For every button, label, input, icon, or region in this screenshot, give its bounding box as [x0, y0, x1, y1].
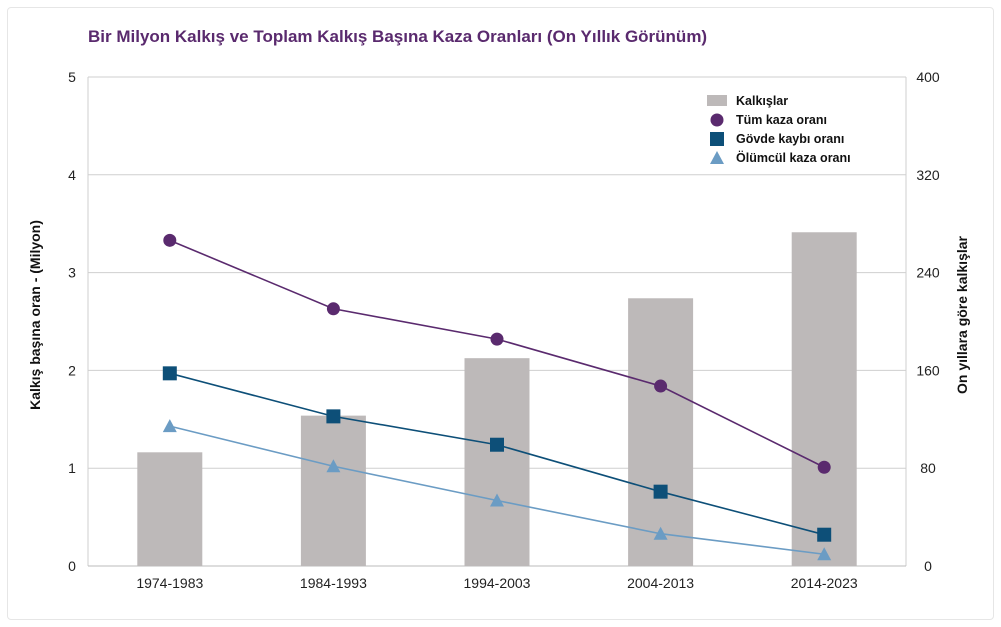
legend-marker-series-1 [710, 113, 724, 127]
series-2-point [326, 409, 341, 424]
bar-kalkislar [137, 452, 203, 566]
x-tick-label: 1984-1993 [300, 575, 367, 591]
y-right-tick-label: 160 [916, 362, 940, 378]
legend-swatch-bars [707, 95, 727, 106]
y-right-tick-label: 80 [920, 460, 936, 476]
y-right-tick-label: 0 [924, 558, 932, 574]
chart-frame [7, 7, 994, 620]
series-3-point [817, 547, 832, 561]
legend-marker-series-2 [710, 132, 724, 146]
x-tick-label: 2004-2013 [627, 575, 694, 591]
y-left-tick-label: 3 [68, 265, 76, 281]
series-2-point [817, 527, 832, 542]
x-tick-label: 2014-2023 [791, 575, 858, 591]
y-left-tick-label: 0 [68, 558, 76, 574]
legend-label-series-3: Ölümcül kaza oranı [736, 150, 851, 165]
series-3-point [490, 493, 504, 507]
legend-marker-series-3 [710, 151, 724, 164]
x-tick-label: 1974-1983 [136, 575, 203, 591]
series-2-point [490, 437, 504, 452]
series-3-point [326, 459, 341, 473]
y-right-tick-label: 400 [916, 69, 940, 85]
bar-kalkislar [464, 358, 530, 566]
bar-kalkislar [628, 298, 694, 566]
legend-label-series-1: Tüm kaza oranı [736, 113, 827, 127]
y-right-tick-label: 320 [916, 167, 940, 183]
x-tick-label: 1994-2003 [464, 575, 531, 591]
series-1-point [326, 302, 340, 316]
legend-label-bars: Kalkışlar [736, 94, 788, 108]
y-left-tick-label: 5 [68, 69, 76, 85]
bar-kalkislar [300, 415, 366, 566]
y-left-tick-label: 1 [68, 460, 76, 476]
series-2-point [653, 484, 668, 499]
series-1-point [654, 379, 668, 393]
series-3-point [162, 419, 177, 433]
series-1-point [490, 332, 504, 346]
bar-kalkislar [791, 232, 857, 566]
y-left-tick-label: 4 [68, 167, 76, 183]
series-1-point [817, 460, 831, 474]
series-2-point [162, 366, 177, 381]
chart-title: Bir Milyon Kalkış ve Toplam Kalkış Başın… [88, 27, 708, 46]
legend-label-series-2: Gövde kaybı oranı [736, 132, 844, 146]
y-left-tick-label: 2 [68, 362, 76, 378]
series-3-point [653, 526, 668, 540]
y-right-tick-label: 240 [916, 265, 940, 281]
series-1-point [163, 233, 177, 247]
